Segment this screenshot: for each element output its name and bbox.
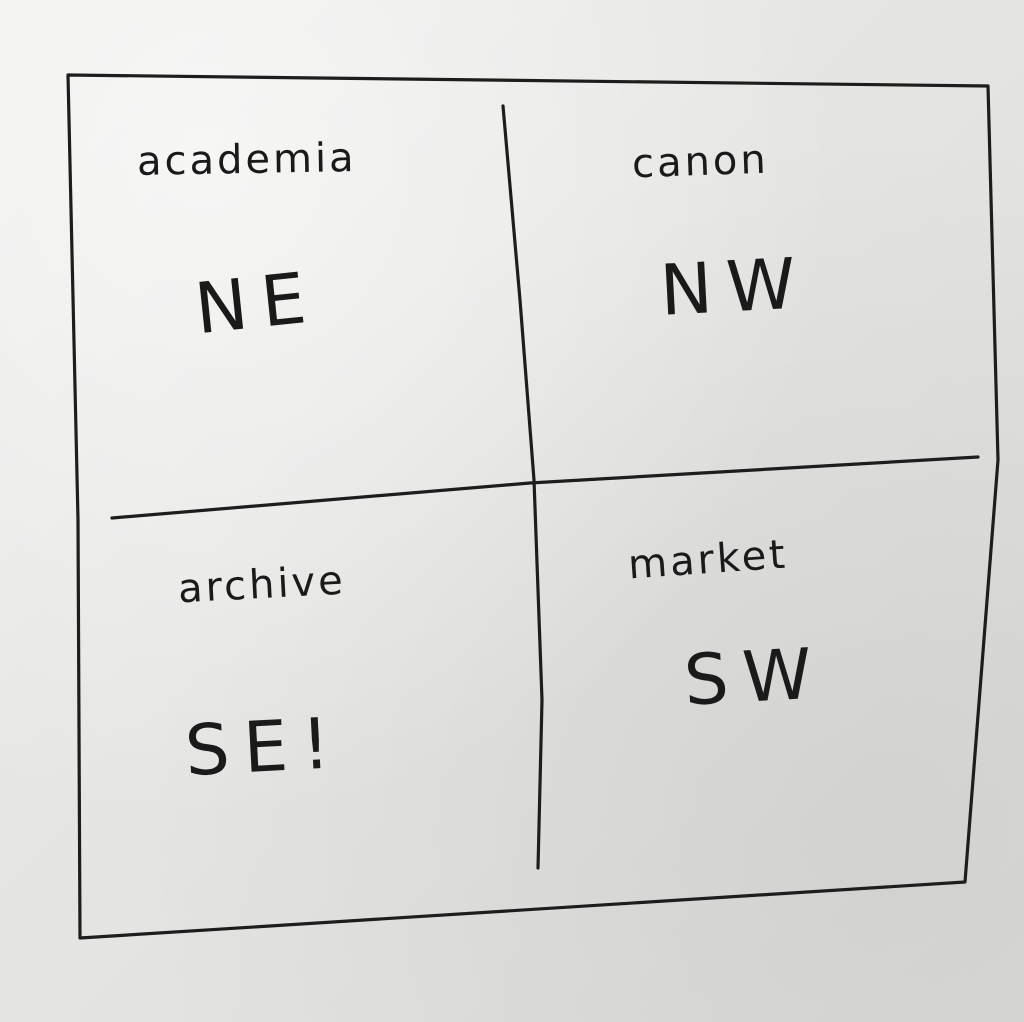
quadrant-direction-sw: SW bbox=[681, 632, 828, 722]
quadrant-word-academia: academia bbox=[136, 135, 357, 185]
quadrant-word-archive: archive bbox=[176, 557, 347, 613]
vertical-divider bbox=[501, 104, 544, 870]
quadrant-direction-nw: NW bbox=[657, 242, 812, 332]
horizontal-divider bbox=[110, 455, 980, 520]
quadrant-direction-se: SE! bbox=[182, 701, 346, 793]
quadrant-word-market: market bbox=[626, 531, 790, 589]
quadrant-direction-ne: NE bbox=[191, 255, 324, 351]
quadrant-word-canon: canon bbox=[631, 136, 770, 188]
outer-box bbox=[66, 73, 1000, 940]
